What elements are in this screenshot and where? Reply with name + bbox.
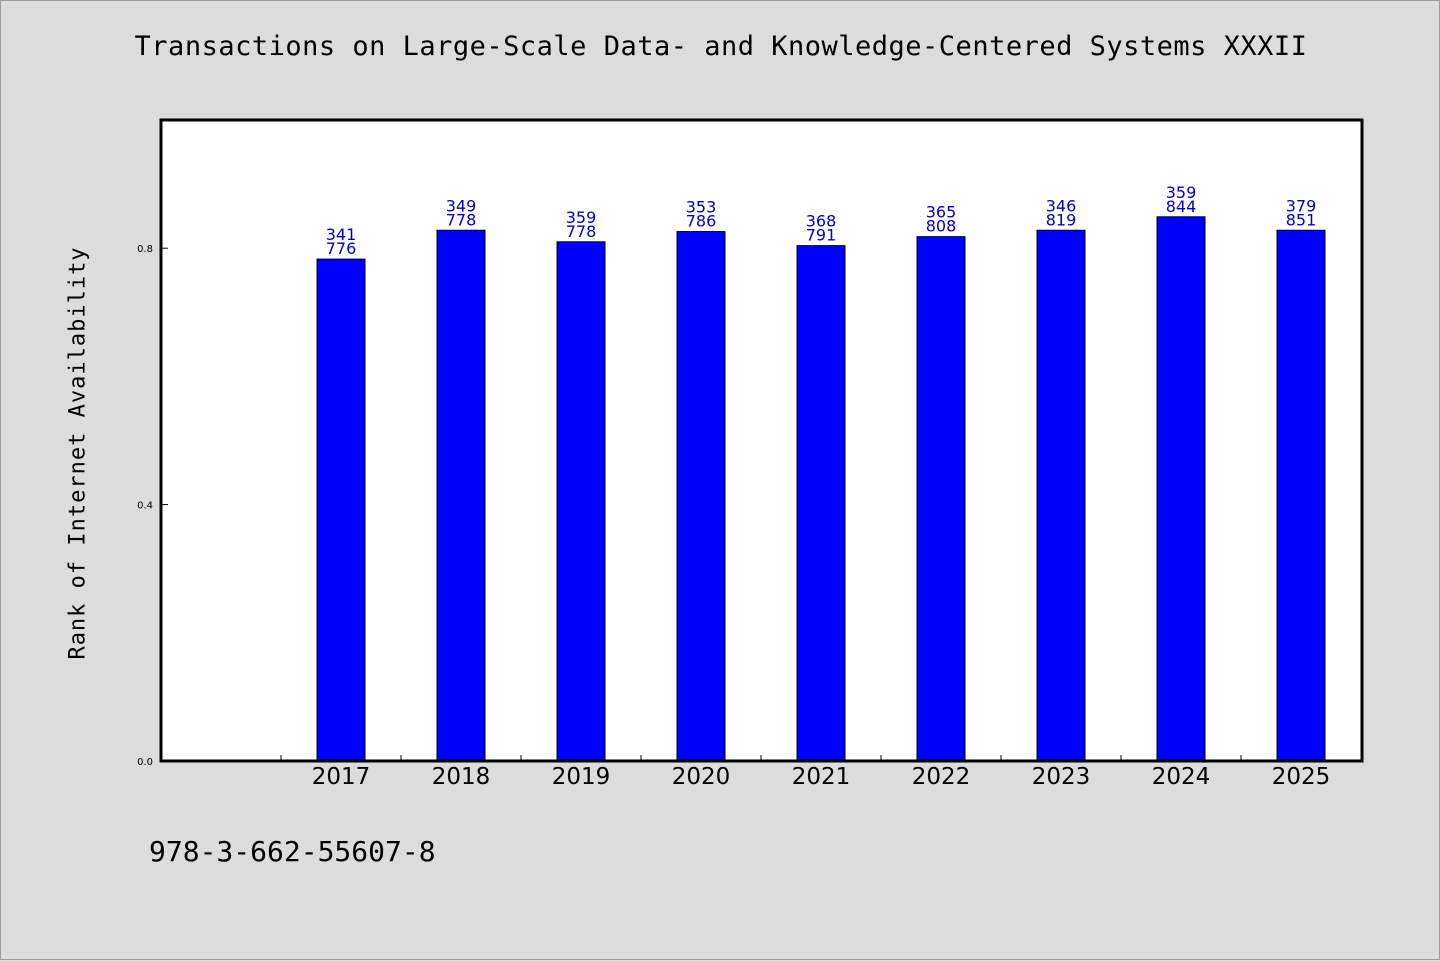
bar: [436, 229, 486, 762]
data-label-top: 359: [1166, 183, 1197, 202]
y-tick-label: 0.4: [137, 501, 153, 512]
y-tick-label: 0.8: [137, 244, 153, 255]
x-tick-label: 2023: [1032, 764, 1091, 790]
x-tick-label: 2019: [552, 764, 611, 790]
x-tick-label: 2020: [672, 764, 731, 790]
x-tick-label: 2018: [432, 764, 491, 790]
chart-title: Transactions on Large-Scale Data- and Kn…: [134, 31, 1308, 62]
data-label-bottom: 776: [326, 239, 357, 258]
bar: [1156, 216, 1206, 762]
bar: [316, 258, 366, 762]
data-label-bottom: 778: [566, 222, 597, 241]
data-label-bottom: 808: [926, 217, 957, 236]
data-label-bottom: 786: [686, 212, 717, 231]
bar: [1276, 229, 1326, 762]
x-tick-label: 2022: [912, 764, 971, 790]
bar: [676, 231, 726, 762]
bar: [556, 241, 606, 762]
data-label-top: 341: [326, 225, 357, 244]
x-tick-label: 2025: [1272, 764, 1331, 790]
plot-frame: [159, 118, 1364, 763]
data-label-top: 365: [926, 203, 957, 222]
x-tick-label: 2017: [312, 764, 371, 790]
data-label-top: 349: [446, 196, 477, 215]
data-label-top: 359: [566, 208, 597, 227]
data-label-bottom: 778: [446, 210, 477, 229]
data-label-bottom: 844: [1166, 197, 1197, 216]
bar-group: 3417762017349778201835977820193537862020…: [312, 183, 1331, 790]
isbn-label: 978-3-662-55607-8: [149, 835, 436, 868]
x-tick-label: 2021: [792, 764, 851, 790]
data-label-bottom: 791: [806, 226, 837, 245]
data-label-top: 353: [686, 198, 717, 217]
bar: [916, 236, 966, 762]
y-tick-label: 0.0: [137, 757, 153, 768]
data-label-bottom: 851: [1286, 210, 1317, 229]
bar: [1036, 229, 1086, 762]
bar: [796, 245, 846, 762]
x-tick-label: 2024: [1152, 764, 1211, 790]
data-label-bottom: 819: [1046, 210, 1077, 229]
data-label-top: 346: [1046, 196, 1077, 215]
data-label-top: 379: [1286, 196, 1317, 215]
data-label-top: 368: [806, 212, 837, 231]
